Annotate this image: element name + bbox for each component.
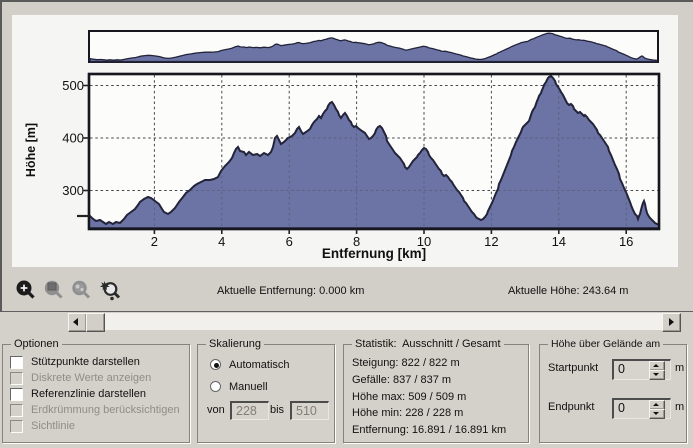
svg-text:14: 14 (552, 234, 566, 249)
svg-text:6: 6 (286, 234, 293, 249)
svg-text:8: 8 (353, 234, 360, 249)
svg-text:500: 500 (62, 78, 84, 93)
svg-text:4: 4 (218, 234, 225, 249)
svg-text:400: 400 (62, 131, 84, 146)
svg-text:2: 2 (151, 234, 158, 249)
svg-text:Höhe [m]: Höhe [m] (24, 123, 38, 177)
svg-text:300: 300 (62, 183, 84, 198)
svg-text:10: 10 (417, 234, 431, 249)
svg-text:Entfernung [km]: Entfernung [km] (322, 246, 426, 261)
svg-text:12: 12 (484, 234, 498, 249)
svg-text:16: 16 (619, 234, 633, 249)
